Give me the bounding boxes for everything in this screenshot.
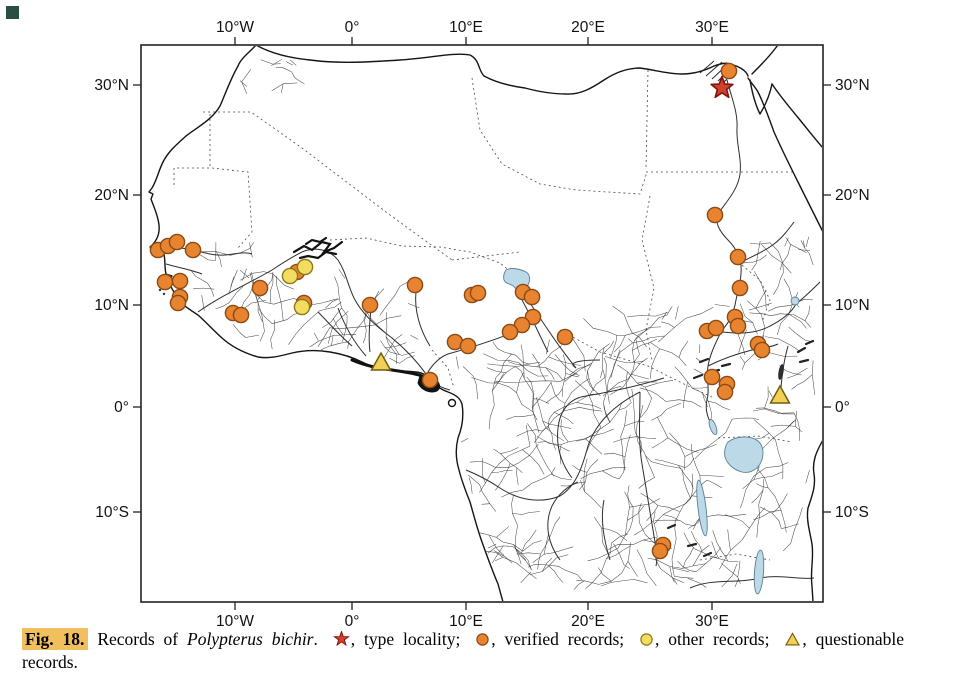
marker-verified-record <box>556 328 574 346</box>
map-frame <box>140 44 824 603</box>
lat-label-left: 10°S <box>95 504 129 521</box>
marker-type-locality <box>710 75 734 99</box>
marker-verified-record <box>156 273 174 291</box>
marker-verified-record <box>171 272 189 290</box>
axis-layer: 10°W 10°W 0° 0° 10°E 10°E 20°E 20°E 30°E 30°E 30°N… <box>94 19 869 630</box>
marker-verified-record <box>720 62 738 80</box>
legend-other: , other records; <box>655 629 770 649</box>
marker-verified-record <box>361 296 379 314</box>
marker-verified-record <box>703 368 721 386</box>
lake-tanganyika <box>696 479 708 537</box>
legend-verified-icon <box>476 633 489 646</box>
marker-verified-record <box>421 371 439 389</box>
lon-label-bottom: 10°E <box>449 613 483 630</box>
marker-verified-record <box>753 341 771 359</box>
marker-verified-record <box>469 284 487 302</box>
marker-verified-record <box>524 308 542 326</box>
marker-questionable-record <box>370 351 392 371</box>
lat-label-left: 20°N <box>94 187 129 204</box>
lon-label-bottom: 30°E <box>695 613 729 630</box>
marker-verified-record <box>523 288 541 306</box>
lon-label-bottom: 20°E <box>571 613 605 630</box>
coastline <box>148 46 822 601</box>
page-corner-mark <box>6 6 19 19</box>
marker-other-record <box>281 267 299 285</box>
lat-label-left: 10°N <box>94 297 129 314</box>
legend-star-icon <box>332 630 350 647</box>
marker-verified-record <box>731 279 749 297</box>
lat-label-left: 0° <box>114 399 129 416</box>
lake-malawi <box>753 549 765 595</box>
lon-label-top: 30°E <box>695 19 729 36</box>
marker-verified-record <box>707 319 725 337</box>
marker-verified-record <box>232 306 250 324</box>
record-markers <box>149 62 791 560</box>
lon-label-bottom: 10°W <box>216 613 254 630</box>
marker-verified-record <box>716 383 734 401</box>
lat-label-right: 10°S <box>835 504 869 521</box>
lat-label-right: 20°N <box>835 187 870 204</box>
marker-verified-record <box>729 317 747 335</box>
legend-questionable-icon <box>785 632 801 646</box>
lake-victoria <box>724 436 764 473</box>
lat-label-right: 0° <box>835 399 850 416</box>
caption-text: Records of <box>97 629 179 649</box>
caption-text-line2: records. <box>22 652 78 673</box>
legend-verified: , verified records; <box>491 629 625 649</box>
lon-label-bottom: 0° <box>345 613 360 630</box>
marker-verified-record <box>169 294 187 312</box>
lakes <box>503 268 800 595</box>
country-borders <box>173 69 794 561</box>
marker-verified-record <box>168 233 186 251</box>
marker-other-record <box>296 258 314 276</box>
figure-label: Fig. 18. <box>22 628 89 650</box>
figure-caption: Fig. 18. Records of Polypterus bichir. ,… <box>22 628 905 673</box>
marker-verified-record <box>459 337 477 355</box>
species-name: Polypterus bichir <box>187 629 314 649</box>
legend-type-locality: , type locality; <box>350 629 461 649</box>
lon-label-top: 10°E <box>449 19 483 36</box>
marker-verified-record <box>251 279 269 297</box>
marker-verified-record <box>184 241 202 259</box>
legend-questionable: , questionable <box>802 629 905 649</box>
legend-other-icon <box>640 633 653 646</box>
marker-verified-record <box>706 206 724 224</box>
lat-label-left: 30°N <box>94 77 129 94</box>
lat-label-right: 10°N <box>835 297 870 314</box>
lake-tana <box>790 296 800 306</box>
lon-label-top: 10°W <box>216 19 254 36</box>
marker-verified-record <box>406 276 424 294</box>
lake-albert <box>708 418 718 436</box>
marker-verified-record <box>501 323 519 341</box>
marker-questionable-record <box>769 384 791 404</box>
marker-verified-record <box>651 542 669 560</box>
lat-label-right: 30°N <box>835 77 870 94</box>
marker-other-record <box>293 298 311 316</box>
lon-label-top: 20°E <box>571 19 605 36</box>
lon-label-top: 0° <box>345 19 360 36</box>
marker-verified-record <box>729 248 747 266</box>
